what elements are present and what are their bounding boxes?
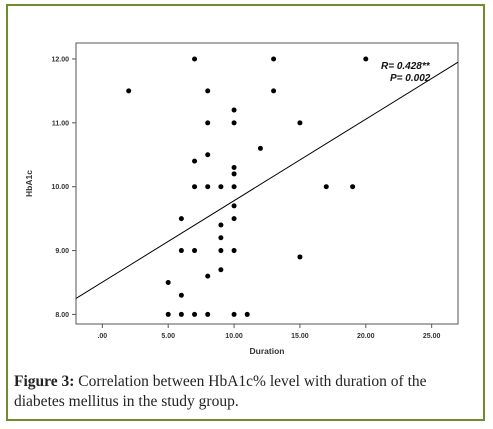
x-tick-label: 10.00	[225, 333, 243, 340]
data-point	[231, 184, 237, 190]
data-point	[218, 222, 224, 228]
data-point	[218, 235, 224, 241]
data-point	[231, 311, 237, 317]
data-point	[178, 311, 184, 317]
data-point	[231, 171, 237, 177]
data-point	[178, 248, 184, 254]
data-point	[350, 184, 356, 190]
data-point	[297, 254, 303, 260]
figure-frame	[6, 4, 485, 421]
x-tick-label: .00	[97, 333, 107, 340]
data-point	[205, 152, 211, 158]
data-point	[126, 88, 132, 94]
data-point	[165, 311, 171, 317]
x-tick-label: 20.00	[357, 333, 375, 340]
data-point	[297, 120, 303, 126]
data-point	[205, 184, 211, 190]
data-point	[205, 273, 211, 279]
data-point	[218, 267, 224, 273]
data-point	[231, 107, 237, 113]
y-tick-label: 9.00	[55, 248, 69, 255]
x-tick-label: 5.00	[161, 333, 175, 340]
figure-caption: Figure 3: Correlation between HbA1c% lev…	[14, 372, 476, 412]
data-point	[192, 248, 198, 254]
data-point	[165, 279, 171, 285]
data-point	[192, 56, 198, 62]
data-point	[231, 165, 237, 171]
data-point	[218, 184, 224, 190]
data-point	[178, 292, 184, 298]
data-point	[231, 203, 237, 209]
y-tick-label: 10.00	[51, 184, 69, 191]
x-axis-title: Duration	[250, 346, 285, 356]
data-point	[192, 158, 198, 164]
plot-area	[75, 42, 459, 325]
data-point	[218, 248, 224, 254]
regression-line	[75, 61, 459, 299]
correlation-r-annotation: R= 0.428**	[381, 61, 431, 72]
data-point	[231, 216, 237, 222]
data-point	[178, 216, 184, 222]
y-tick-label: 8.00	[55, 312, 69, 319]
x-tick-label: 15.00	[291, 333, 309, 340]
data-point	[205, 88, 211, 94]
caption-text: Correlation between HbA1c% level with du…	[14, 373, 427, 410]
data-point	[231, 120, 237, 126]
data-point	[244, 311, 250, 317]
p-value-annotation: P= 0.002	[390, 73, 431, 84]
data-point	[205, 120, 211, 126]
data-point	[231, 248, 237, 254]
data-point	[257, 145, 263, 151]
data-point	[323, 184, 329, 190]
x-tick-label: 25.00	[423, 333, 441, 340]
data-point	[271, 88, 277, 94]
y-tick-label: 12.00	[51, 56, 69, 63]
data-point	[192, 184, 198, 190]
caption-label: Figure 3:	[14, 373, 75, 390]
data-point	[192, 311, 198, 317]
data-point	[271, 56, 277, 62]
data-point	[205, 311, 211, 317]
y-axis-title: HbA1c	[24, 170, 34, 197]
y-tick-label: 11.00	[52, 120, 69, 127]
data-point	[363, 56, 369, 62]
